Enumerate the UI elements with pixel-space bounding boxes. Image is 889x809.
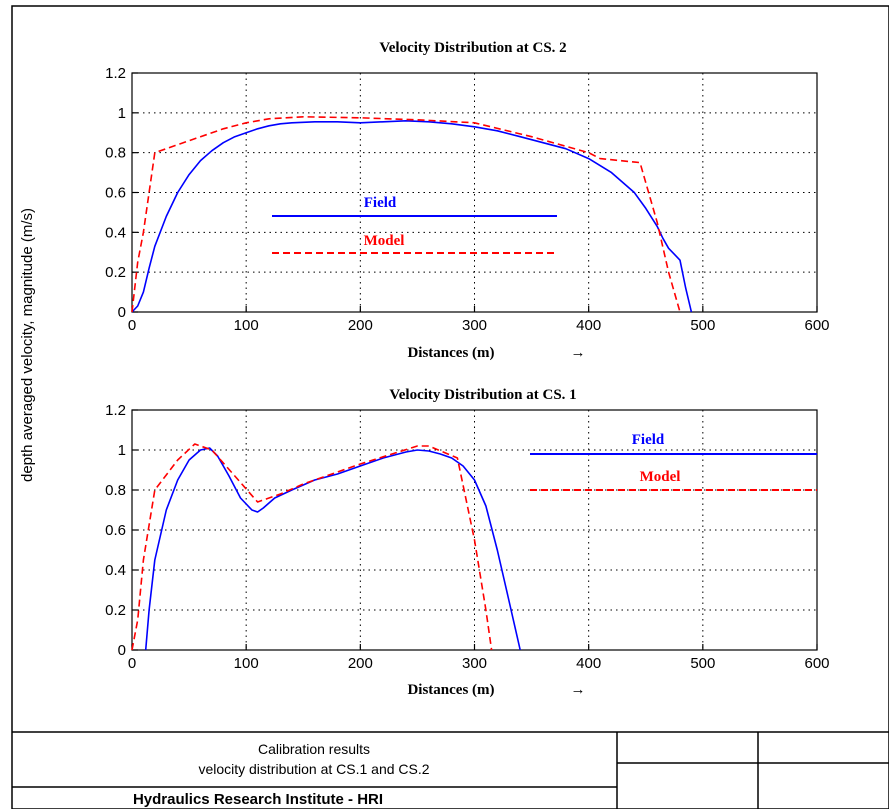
y-tick-label: 0 — [118, 304, 126, 321]
series-line-field — [131, 120, 693, 313]
svg-text:Distances (m): Distances (m) — [407, 345, 494, 361]
y-axis-label: depth averaged velocity, magnitude (m/s) — [19, 208, 36, 482]
legend-label-field: Field — [364, 195, 397, 211]
y-tick-label: 0.2 — [105, 264, 126, 281]
svg-text:Distances (m): Distances (m) — [407, 682, 494, 698]
legend-label-model: Model — [364, 233, 405, 249]
x-tick-label: 300 — [462, 655, 487, 672]
legend-label-field: Field — [632, 432, 665, 448]
chart-cs2: Velocity Distribution at CS. 2 0 100 200 30… — [105, 40, 829, 361]
y-tick-label: 1 — [118, 442, 126, 459]
institute-name: Hydraulics Research Institute - HRI — [133, 791, 383, 808]
y-tick-label: 1 — [118, 105, 126, 122]
x-axis-label: Distances (m) → — [407, 344, 585, 361]
x-tick-label: 200 — [348, 317, 373, 334]
chart-title: Velocity Distribution at CS. 1 — [389, 387, 576, 403]
x-tick-label: 500 — [690, 317, 715, 334]
x-tick-label: 600 — [804, 317, 829, 334]
plot-area: 0 100 200 300 400 500 600 0 0.2 0.4 0.6 0.8 1 1.2 Fiel… — [105, 65, 829, 334]
y-tick-label: 0.8 — [105, 482, 126, 499]
plot-area: 0 100 200 300 400 500 600 0 0.2 0.4 0.6 0.8 1 1.2 Fiel… — [105, 402, 829, 672]
svg-text:→: → — [571, 681, 586, 698]
y-tick-label: 0.2 — [105, 602, 126, 619]
y-tick-label: 1.2 — [105, 65, 126, 82]
x-tick-label: 300 — [462, 317, 487, 334]
x-tick-label: 200 — [348, 655, 373, 672]
y-tick-label: 0.4 — [105, 562, 126, 579]
axes-box — [131, 72, 818, 313]
x-tick-label: 100 — [234, 655, 259, 672]
y-tick-label: 0.4 — [105, 224, 126, 241]
axes-box — [131, 409, 818, 651]
x-tick-label: 400 — [576, 317, 601, 334]
x-tick-label: 600 — [804, 655, 829, 672]
title-block: Calibration results velocity distributio… — [12, 731, 889, 809]
caption-line-2: velocity distribution at CS.1 and CS.2 — [198, 761, 429, 777]
y-tick-label: 0.6 — [105, 185, 126, 202]
legend-label-model: Model — [640, 469, 681, 485]
x-tick-label: 400 — [576, 655, 601, 672]
series-line-model — [131, 443, 493, 651]
y-tick-label: 1.2 — [105, 402, 126, 419]
chart-cs1: Velocity Distribution at CS. 1 0 100 200 30… — [105, 387, 829, 698]
x-tick-label: 0 — [128, 655, 136, 672]
y-tick-label: 0.8 — [105, 145, 126, 162]
x-tick-label: 0 — [128, 317, 136, 334]
x-axis-label: Distances (m) → — [407, 681, 585, 698]
y-tick-label: 0 — [118, 642, 126, 659]
x-tick-label: 100 — [234, 317, 259, 334]
chart-title: Velocity Distribution at CS. 2 — [379, 40, 566, 56]
y-tick-label: 0.6 — [105, 522, 126, 539]
x-tick-label: 500 — [690, 655, 715, 672]
series-line-model — [131, 116, 681, 313]
series-line-field — [144, 447, 521, 651]
svg-text:→: → — [571, 344, 586, 361]
caption-line-1: Calibration results — [258, 741, 370, 757]
outer-border — [11, 5, 889, 809]
